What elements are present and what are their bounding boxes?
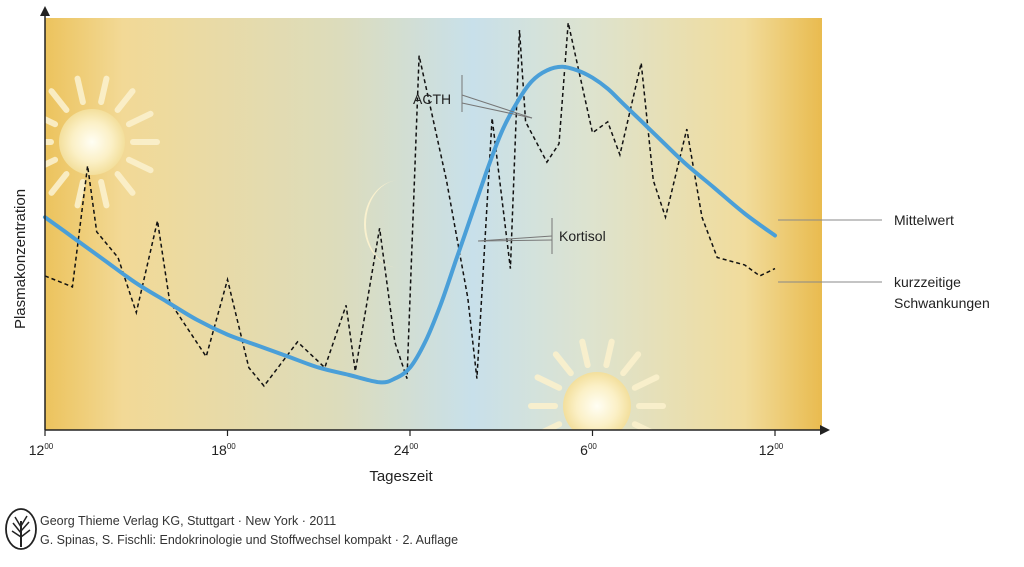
x-axis <box>45 425 830 435</box>
x-axis-title: Tageszeit <box>369 468 433 485</box>
source-citation: G. Spinas, S. Fischli: Endokrinologie un… <box>40 533 459 547</box>
sun-icon <box>45 75 160 209</box>
legend-label-kurzzeitige: kurzzeitige <box>894 274 961 290</box>
series-mittelwert-line <box>43 64 777 385</box>
acth-annotation: ACTH <box>413 75 533 119</box>
legend: Mittelwert kurzzeitige Schwankungen <box>778 212 990 311</box>
x-tick-label: 600 <box>580 442 597 458</box>
kortisol-annotation: Kortisol <box>477 218 606 254</box>
x-tick-label: 1200 <box>29 442 54 458</box>
publisher-credit: Georg Thieme Verlag KG, Stuttgart · New … <box>40 514 337 528</box>
plot-background <box>45 18 822 430</box>
series-kurzzeitige-schwankungen-line <box>44 22 776 388</box>
chart-figure: 1200 1800 2400 600 1200 Tageszeit Plasmakonz… <box>12 6 990 485</box>
kortisol-label: Kortisol <box>559 228 606 244</box>
legend-label-mittelwert: Mittelwert <box>894 212 954 228</box>
y-axis <box>40 6 50 430</box>
x-tick-label: 2400 <box>394 442 419 458</box>
legend-label-schwankungen: Schwankungen <box>894 295 990 311</box>
acth-label: ACTH <box>413 91 451 107</box>
thieme-tree-logo-icon <box>5 508 37 550</box>
y-axis-title: Plasmakonzentration <box>12 189 29 329</box>
x-tick-label: 1800 <box>211 442 236 458</box>
sun-icon <box>528 338 666 430</box>
x-tick-label: 1200 <box>759 442 784 458</box>
x-axis-ticks: 1200 1800 2400 600 1200 <box>29 430 784 458</box>
